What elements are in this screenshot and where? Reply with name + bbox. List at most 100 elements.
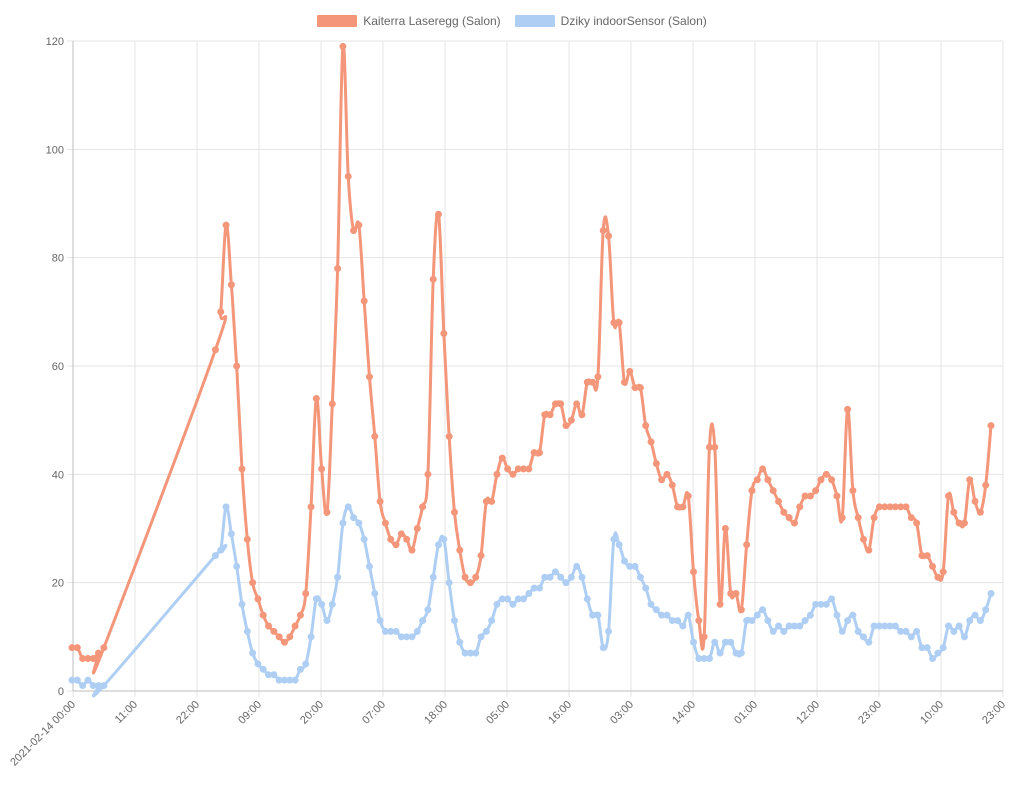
legend-item-dziky[interactable]: Dziky indoorSensor (Salon) [514, 14, 707, 28]
data-point-1 [318, 600, 326, 608]
data-point-1 [504, 595, 512, 603]
data-point-1 [424, 606, 432, 614]
data-point-1 [902, 627, 910, 635]
data-point-1 [727, 638, 735, 646]
chart-legend: Kaiterra Laseregg (Salon) Dziky indoorSe… [0, 14, 1024, 28]
data-point-0 [578, 411, 586, 419]
data-point-1 [259, 665, 267, 673]
data-point-0 [403, 535, 411, 543]
data-point-1 [594, 611, 602, 619]
data-point-0 [424, 470, 432, 478]
legend-label-dziky: Dziky indoorSensor (Salon) [560, 14, 707, 28]
data-point-1 [456, 638, 464, 646]
data-point-1 [435, 541, 443, 549]
data-point-0 [817, 476, 825, 484]
data-point-0 [488, 497, 496, 505]
data-point-0 [477, 552, 485, 560]
data-point-0 [557, 400, 565, 408]
y-tick-label: 80 [52, 253, 64, 265]
data-point-0 [243, 535, 251, 543]
data-point-1 [860, 633, 868, 641]
data-point-1 [833, 611, 841, 619]
data-point-1 [84, 676, 92, 684]
x-tick-label: 23:00 [980, 699, 1008, 727]
data-point-0 [275, 633, 283, 641]
data-point-1 [525, 590, 533, 597]
data-point-0 [392, 541, 400, 549]
data-point-0 [371, 432, 379, 440]
data-point-1 [854, 627, 862, 635]
data-point-1 [211, 552, 219, 560]
data-point-1 [679, 622, 687, 630]
data-point-1 [828, 595, 836, 603]
data-point-0 [323, 508, 331, 516]
data-point-1 [445, 579, 453, 587]
legend-swatch-kaiterra [317, 15, 358, 27]
data-point-1 [578, 573, 586, 581]
data-point-0 [381, 519, 389, 527]
data-point-1 [222, 503, 230, 511]
data-point-1 [907, 633, 915, 641]
data-point-1 [413, 627, 421, 635]
data-point-0 [929, 562, 937, 570]
data-point-1 [960, 633, 968, 641]
data-point-0 [535, 449, 543, 457]
data-point-1 [971, 611, 979, 619]
data-point-0 [865, 546, 873, 554]
data-point-0 [254, 595, 262, 603]
series-line-0 [70, 43, 993, 675]
data-point-1 [716, 649, 724, 657]
data-point-1 [355, 519, 363, 527]
data-point-0 [233, 362, 241, 370]
data-point-0 [647, 438, 655, 446]
data-point-1 [557, 573, 565, 581]
data-point-0 [769, 487, 777, 495]
data-point-1 [705, 655, 713, 662]
data-point-0 [73, 644, 81, 652]
data-point-1 [376, 617, 384, 625]
data-point-1 [429, 573, 437, 581]
data-point-0 [222, 221, 230, 229]
data-point-0 [945, 492, 953, 500]
data-point-1 [291, 676, 299, 684]
data-point-0 [780, 508, 788, 516]
data-point-0 [355, 221, 363, 229]
data-point-1 [737, 649, 745, 657]
data-point-0 [982, 481, 990, 489]
data-point-1 [450, 617, 458, 625]
data-point-1 [583, 595, 591, 603]
data-point-0 [365, 373, 373, 381]
data-point-0 [790, 519, 798, 527]
data-point-1 [769, 627, 777, 635]
data-point-1 [865, 638, 873, 646]
data-point-0 [259, 611, 267, 619]
data-point-1 [652, 606, 660, 614]
data-point-1 [270, 671, 278, 679]
data-point-1 [243, 627, 251, 635]
data-point-1 [350, 514, 358, 522]
data-point-1 [934, 649, 942, 657]
data-point-0 [100, 644, 108, 652]
legend-item-kaiterra[interactable]: Kaiterra Laseregg (Salon) [317, 14, 501, 28]
data-point-1 [796, 622, 804, 630]
x-tick-label: 05:00 [484, 699, 512, 727]
data-point-0 [573, 400, 581, 408]
data-point-0 [950, 508, 958, 516]
data-point-0 [408, 546, 416, 554]
data-point-0 [700, 633, 708, 641]
data-point-1 [913, 627, 921, 635]
data-point-1 [254, 660, 262, 668]
data-point-1 [562, 579, 570, 587]
data-point-0 [546, 411, 554, 419]
data-point-0 [270, 627, 278, 635]
data-point-1 [599, 644, 607, 652]
data-point-0 [615, 319, 623, 327]
data-point-0 [509, 470, 517, 478]
data-point-0 [987, 422, 995, 430]
data-point-0 [525, 465, 533, 473]
data-point-1 [440, 535, 448, 543]
data-point-0 [806, 492, 814, 500]
data-point-1 [296, 665, 304, 673]
x-tick-label: 2021-02-14 00:00 [8, 699, 78, 769]
data-point-0 [668, 481, 676, 489]
